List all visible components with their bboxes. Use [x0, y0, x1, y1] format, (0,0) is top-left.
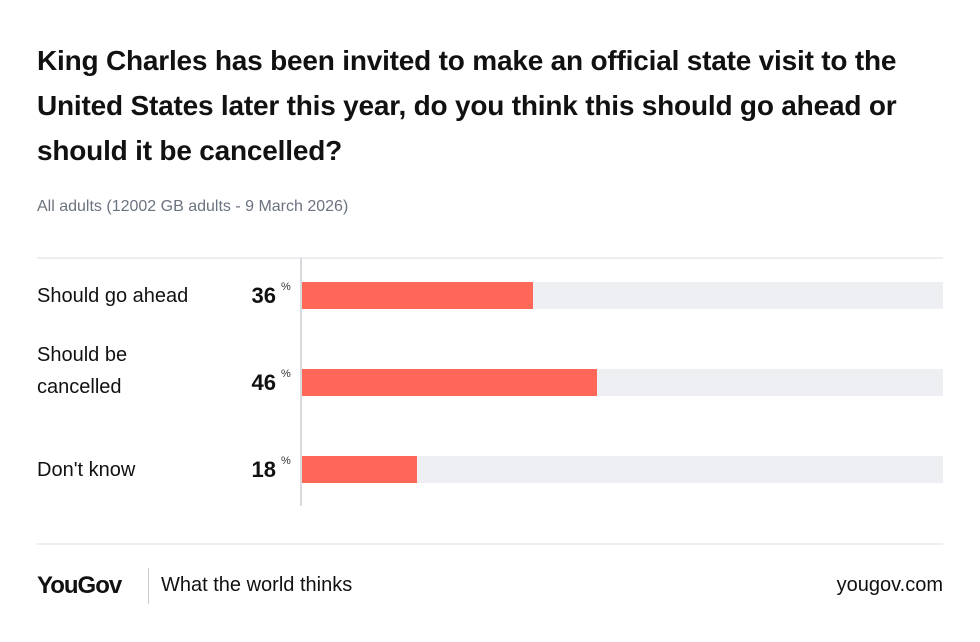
bar-track [302, 456, 943, 483]
percent-sign: % [281, 368, 291, 380]
bar [302, 369, 597, 396]
bar [302, 456, 418, 483]
value-label: 46 [251, 370, 276, 395]
percent-sign: % [281, 281, 291, 293]
value-label: 18 [251, 457, 276, 482]
bar-track [302, 369, 943, 396]
footer-separator [148, 568, 149, 604]
bar [302, 282, 533, 309]
category-label: Should be cancelled [37, 344, 128, 398]
footer-tagline: What the world thinks [161, 574, 353, 596]
chart-title: King Charles has been invited to make an… [37, 45, 897, 166]
category-label: Should go ahead [37, 285, 189, 307]
footer-url[interactable]: yougov.com [836, 574, 943, 596]
yougov-logo[interactable]: YouGov [37, 572, 122, 599]
bar-track [302, 282, 943, 309]
footer-divider [37, 543, 943, 545]
chart-subtitle: All adults (12002 GB adults - 9 March 20… [37, 198, 349, 215]
value-label: 36 [251, 283, 276, 308]
percent-sign: % [281, 455, 291, 467]
category-label: Don't know [37, 459, 136, 481]
axis-line [300, 258, 302, 506]
top-divider [37, 257, 943, 259]
